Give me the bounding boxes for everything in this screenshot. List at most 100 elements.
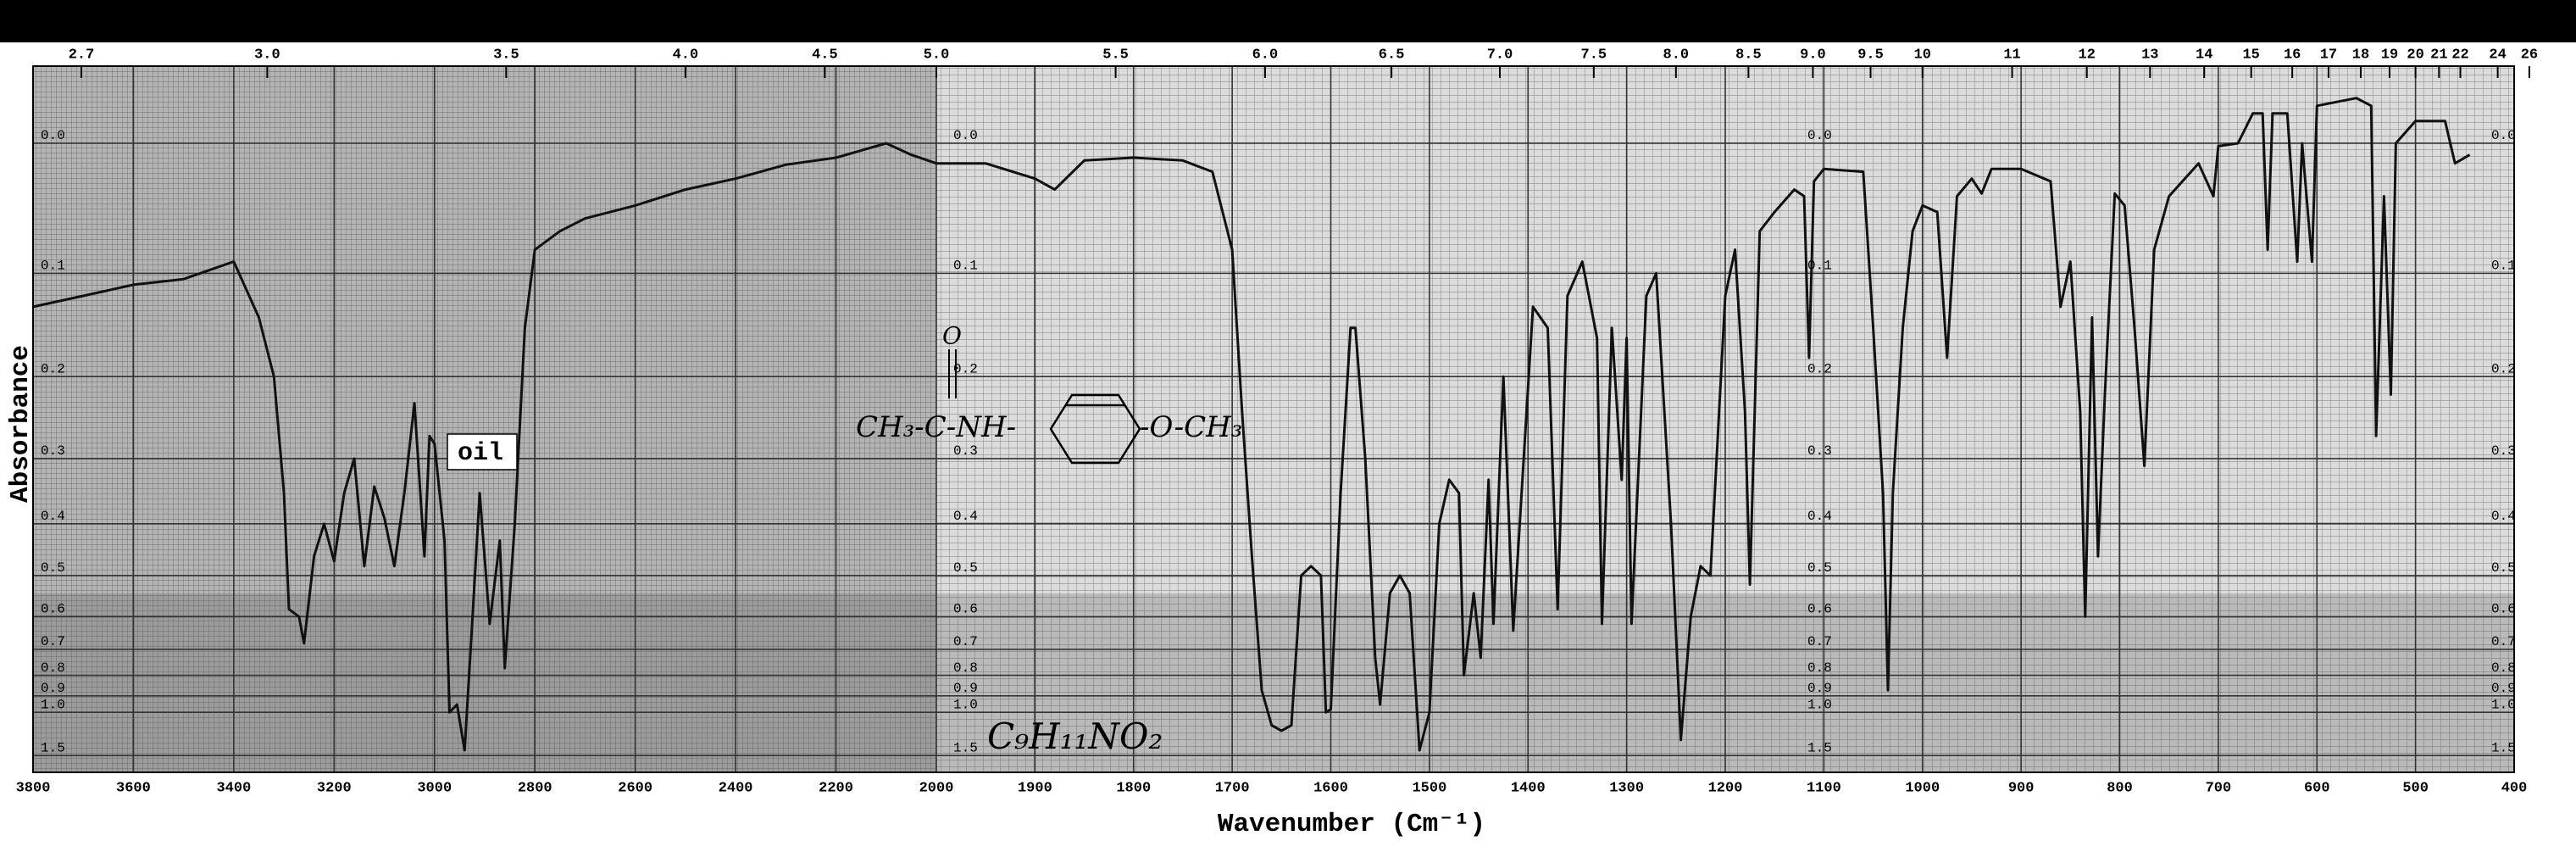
y-tick-label: 0.6 xyxy=(2491,602,2516,617)
x-tick-label: 2400 xyxy=(719,780,753,796)
top-band xyxy=(0,0,2576,42)
x-tick-label: 2800 xyxy=(518,780,552,796)
y-tick-label: 0.9 xyxy=(41,681,65,696)
x-tick-label: 1100 xyxy=(1807,780,1841,796)
y-tick-label: 0.2 xyxy=(41,361,65,376)
label-layer: 0.0 0.0 0.0 0.0 0.1 0.1 0.1 0.1 0.2 0.2 0.2 0.2 0.3 0… xyxy=(16,47,2539,796)
x-tick-label: 500 xyxy=(2402,780,2429,796)
y-tick-label: 1.0 xyxy=(953,697,978,712)
y-tick-label: 0.6 xyxy=(41,602,65,617)
y-tick-label: 0.2 xyxy=(2491,361,2516,376)
x2-tick-label: 10 xyxy=(1914,47,1931,63)
y-tick-label: 1.0 xyxy=(41,697,65,712)
x-tick-label: 1800 xyxy=(1116,780,1151,796)
x2-tick-label: 24 xyxy=(2489,47,2506,63)
y-tick-label: 0.0 xyxy=(41,128,65,143)
y-tick-label: 0.1 xyxy=(953,259,978,274)
x-axis-title: Wavenumber (Cm⁻¹) xyxy=(1218,810,1485,839)
x2-tick-label: 2.7 xyxy=(69,47,95,63)
x2-tick-label: 5.0 xyxy=(924,47,950,63)
x-tick-label: 1900 xyxy=(1018,780,1052,796)
y-tick-label: 0.3 xyxy=(953,443,978,459)
y-tick-label: 0.1 xyxy=(1807,259,1832,274)
y-tick-label: 0.7 xyxy=(2491,634,2516,649)
x-tick-label: 900 xyxy=(2008,780,2035,796)
x-tick-label: 800 xyxy=(2107,780,2133,796)
y-tick-label: 0.4 xyxy=(953,509,978,524)
panel-left xyxy=(33,66,936,772)
y-tick-label: 0.9 xyxy=(1807,681,1832,696)
y-tick-label: 0.6 xyxy=(953,602,978,617)
formula: C₉H₁₁NO₂ xyxy=(987,716,1163,757)
x-tick-label: 3400 xyxy=(216,780,251,796)
x-tick-label: 1200 xyxy=(1708,780,1743,796)
y-tick-label: 0.9 xyxy=(2491,681,2516,696)
y-tick-label: 0.8 xyxy=(2491,660,2516,676)
x2-tick-label: 16 xyxy=(2284,47,2301,63)
x2-tick-label: 6.5 xyxy=(1379,47,1405,63)
x2-tick-label: 4.5 xyxy=(812,47,838,63)
x-tick-label: 3800 xyxy=(16,780,51,796)
x-tick-label: 2600 xyxy=(618,780,652,796)
y-axis-title: Absorbance xyxy=(6,345,36,503)
y-tick-label: 0.8 xyxy=(1807,660,1832,676)
x-tick-label: 2200 xyxy=(819,780,853,796)
x2-tick-label: 11 xyxy=(2003,47,2020,63)
y-tick-label: 0.4 xyxy=(41,509,65,524)
x2-tick-label: 3.5 xyxy=(493,47,519,63)
y-tick-label: 0.2 xyxy=(953,361,978,376)
y-tick-label: 0.0 xyxy=(953,128,978,143)
x2-tick-label: 9.0 xyxy=(1800,47,1826,63)
y-tick-label: 0.7 xyxy=(1807,634,1832,649)
structure-right: -O-CH₃ xyxy=(1140,410,1242,444)
x2-tick-label: 8.5 xyxy=(1735,47,1762,63)
y-tick-label: 0.4 xyxy=(1807,509,1832,524)
x2-tick-label: 3.0 xyxy=(254,47,280,63)
x-tick-label: 600 xyxy=(2304,780,2330,796)
x-tick-label: 1600 xyxy=(1313,780,1348,796)
y-tick-label: 0.9 xyxy=(953,681,978,696)
y-tick-label: 1.0 xyxy=(1807,697,1832,712)
x-tick-label: 1700 xyxy=(1215,780,1250,796)
x2-tick-label: 26 xyxy=(2521,47,2538,63)
y-tick-label: 1.5 xyxy=(2491,740,2516,755)
sample-box xyxy=(447,433,518,471)
plot-frame xyxy=(32,65,2515,773)
x-tick-label: 700 xyxy=(2206,780,2232,796)
x-tick-label: 3600 xyxy=(116,780,151,796)
y-tick-label: 0.2 xyxy=(1807,361,1832,376)
y-tick-label: 0.5 xyxy=(2491,560,2516,576)
y-tick-label: 1.5 xyxy=(1807,740,1832,755)
x-tick-label: 400 xyxy=(2501,780,2528,796)
x2-tick-label: 14 xyxy=(2196,47,2212,63)
y-tick-label: 0.8 xyxy=(953,660,978,676)
y-tick-label: 1.0 xyxy=(2491,697,2516,712)
y-tick-label: 0.5 xyxy=(1807,560,1832,576)
spectrum-line xyxy=(32,97,2471,752)
y-tick-label: 0.6 xyxy=(1807,602,1832,617)
y-tick-label: 1.5 xyxy=(953,740,978,755)
x-tick-label: 3200 xyxy=(317,780,352,796)
x2-tick-label: 21 xyxy=(2430,47,2447,63)
y-tick-label: 0.5 xyxy=(41,560,65,576)
x2-tick-label: 18 xyxy=(2352,47,2369,63)
y-tick-label: 0.7 xyxy=(953,634,978,649)
x2-tick-label: 20 xyxy=(2407,47,2423,63)
carbonyl-bond xyxy=(948,349,957,398)
curve-layer xyxy=(32,97,2471,752)
x-tick-label: 1400 xyxy=(1511,780,1546,796)
y-tick-label: 0.0 xyxy=(2491,128,2516,143)
y-tick-label: 0.0 xyxy=(1807,128,1832,143)
x2-tick-label: 7.5 xyxy=(1581,47,1607,63)
y-tick-label: 0.5 xyxy=(953,560,978,576)
x-tick-label: 1000 xyxy=(1905,780,1940,796)
x-tick-label: 2000 xyxy=(919,780,954,796)
sample-label: oil xyxy=(458,439,503,468)
structure-carbonyl: O xyxy=(942,322,962,350)
x2-tick-label: 13 xyxy=(2141,47,2158,63)
x2-tick-label: 17 xyxy=(2320,47,2337,63)
x2-tick-label: 6.0 xyxy=(1252,47,1279,63)
y-tick-label: 0.3 xyxy=(2491,443,2516,459)
y-tick-label: 0.1 xyxy=(2491,259,2516,274)
